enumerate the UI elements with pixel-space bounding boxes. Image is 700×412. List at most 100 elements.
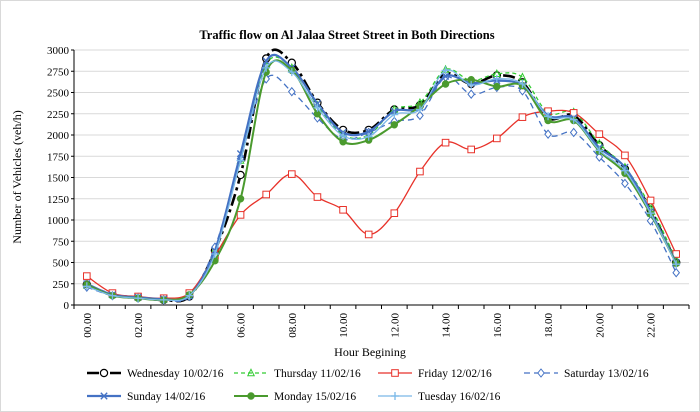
legend-item: Saturday 13/02/16	[524, 368, 649, 380]
data-point	[620, 166, 629, 175]
series-7	[82, 60, 681, 304]
data-point	[544, 129, 552, 139]
data-point	[287, 68, 296, 77]
data-point	[364, 230, 373, 239]
x-tick-label: 10.00	[338, 313, 350, 338]
y-tick-label: 250	[53, 279, 70, 291]
y-tick-label: 2750	[47, 66, 70, 78]
legend-marker	[99, 368, 109, 378]
legend-label: Monday 15/02/16	[274, 391, 356, 403]
data-point	[364, 127, 373, 136]
data-point	[210, 250, 219, 258]
data-point	[82, 282, 91, 291]
data-point	[569, 115, 578, 124]
x-axis-label: Hour Begining	[334, 345, 406, 359]
legend-label: Sunday 14/02/16	[127, 391, 206, 403]
data-point	[595, 146, 604, 155]
series-1	[82, 48, 681, 305]
data-point	[646, 209, 655, 218]
data-point	[390, 110, 399, 119]
series-line	[86, 60, 677, 302]
data-point	[416, 167, 424, 176]
legend: Wednesday 10/02/16 Thursday 11/02/16 Frida…	[87, 368, 649, 403]
data-point	[134, 294, 143, 303]
data-point	[159, 295, 168, 304]
data-point	[441, 72, 450, 81]
y-tick-labels: 0 250 500 750 1000 1250 1500 1750 2000 2250 2500 27…	[47, 45, 70, 312]
data-point	[313, 193, 322, 201]
x-tick-label: 22.00	[646, 313, 658, 338]
legend-label: Thursday 11/02/16	[274, 368, 361, 380]
data-point	[492, 74, 501, 83]
data-point	[672, 267, 681, 278]
data-point	[236, 156, 245, 165]
series-4	[82, 72, 681, 305]
data-point	[518, 113, 527, 121]
x-tick-label: 00.00	[82, 313, 94, 338]
data-point	[364, 132, 373, 141]
legend-marker	[100, 392, 108, 400]
data-point	[415, 105, 424, 114]
data-point	[236, 195, 245, 203]
legend-item: Tuesday 16/02/16	[378, 391, 501, 403]
data-point	[467, 145, 475, 154]
data-point	[313, 103, 322, 112]
series-6	[83, 59, 680, 304]
data-point	[493, 82, 501, 91]
x-tick-label: 08.00	[287, 313, 299, 338]
y-tick-label: 3000	[47, 45, 70, 57]
y-tick-label: 1750	[47, 151, 70, 163]
data-point	[185, 291, 194, 300]
series-line	[86, 74, 677, 303]
x-tick-label: 20.00	[594, 313, 606, 338]
legend-item: Monday 15/02/16	[234, 391, 356, 403]
x-tick-label: 04.00	[184, 313, 196, 338]
data-point	[390, 121, 399, 129]
data-point	[493, 134, 501, 143]
legend-item: Wednesday 10/02/16	[87, 368, 224, 380]
data-point	[288, 170, 296, 178]
series-line	[86, 59, 678, 302]
legend-label: Wednesday 10/02/16	[127, 368, 224, 380]
x-tick-label: 12.00	[389, 313, 401, 338]
series-line	[86, 48, 678, 303]
legend-marker	[537, 368, 545, 378]
legend-item: Friday 12/02/16	[378, 368, 492, 380]
data-point	[467, 80, 476, 89]
data-point	[287, 86, 296, 97]
legend-marker	[391, 392, 399, 400]
data-point	[518, 72, 527, 81]
data-point	[83, 272, 91, 280]
y-tick-label: 0	[64, 300, 70, 312]
series-line	[86, 109, 677, 299]
data-point	[621, 178, 629, 189]
data-point	[262, 57, 270, 65]
gridlines	[74, 49, 689, 285]
data-point	[646, 201, 655, 210]
plot-area	[82, 48, 681, 305]
data-point	[416, 110, 424, 121]
y-tick-label: 1500	[47, 173, 70, 185]
x-tick-label: 14.00	[441, 313, 453, 338]
series-5	[83, 53, 680, 303]
data-point	[262, 190, 270, 199]
data-point	[441, 80, 450, 88]
series-2	[82, 56, 681, 303]
data-point	[518, 85, 527, 96]
legend-item: Sunday 14/02/16	[87, 391, 206, 403]
axes	[71, 49, 690, 309]
x-tick-label: 06.00	[236, 313, 248, 338]
data-point	[236, 211, 245, 219]
legend-label: Friday 12/02/16	[418, 368, 492, 380]
data-point	[595, 152, 604, 162]
data-point	[646, 196, 655, 205]
y-axis-label: Number of Vehicles (veh/h)	[10, 110, 24, 243]
data-point	[544, 112, 553, 121]
series-line	[86, 56, 677, 302]
legend-label: Tuesday 16/02/16	[418, 391, 501, 403]
y-tick-label: 1000	[47, 215, 70, 227]
x-tick-label: 18.00	[543, 313, 555, 338]
y-tick-label: 1250	[47, 194, 70, 206]
legend-item: Thursday 11/02/16	[234, 368, 361, 380]
